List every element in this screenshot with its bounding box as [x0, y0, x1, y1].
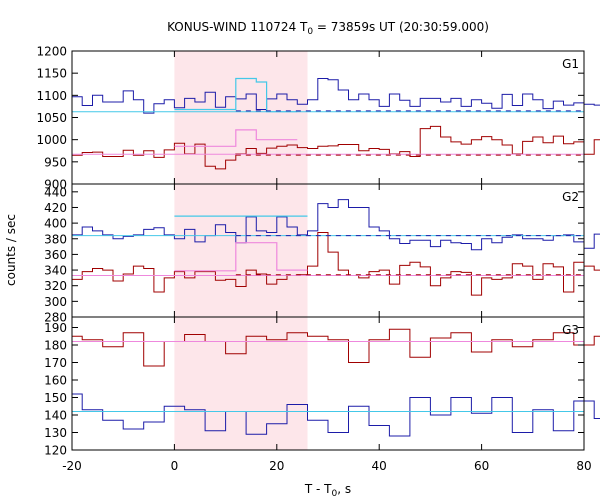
red-count-series: [72, 232, 600, 296]
x-tick-label: 80: [576, 459, 591, 473]
blue-count-series: [72, 78, 600, 114]
panel-frame: [71, 316, 585, 451]
panel-g1: 900 950 1000 1050 1100 1150 1200 G1: [36, 45, 600, 192]
y-tick-label: 140: [44, 409, 67, 423]
y-tick-label: 360: [44, 248, 67, 262]
x-tick-label: 0: [171, 459, 179, 473]
red-count-series: [72, 328, 600, 367]
y-tick-label: 170: [44, 356, 67, 370]
y-tick-label: 380: [44, 232, 67, 246]
y-tick-label: 900: [44, 178, 67, 192]
y-tick-label: 400: [44, 217, 67, 231]
x-tick-label: 60: [474, 459, 489, 473]
chart-title: KONUS-WIND 110724 T0 = 73859s UT (20:30:…: [167, 20, 489, 37]
pink-source-fit: [174, 242, 308, 272]
x-tick-label: 20: [269, 459, 284, 473]
y-tick-label: 440: [44, 185, 67, 199]
y-tick-label: 130: [44, 426, 67, 440]
panel-g3: 120 130 140 150 160 170 180 190 G3: [44, 316, 600, 458]
source-interval-shade: [174, 51, 308, 450]
pink-source-fit: [174, 129, 298, 147]
y-tick-label: 190: [44, 321, 67, 335]
y-tick-label: 1100: [36, 89, 67, 103]
y-tick-label: 120: [44, 444, 67, 458]
panel-label: G2: [562, 190, 579, 204]
y-tick-label: 1200: [36, 45, 67, 59]
y-tick-label: 420: [44, 201, 67, 215]
red-count-series: [72, 125, 600, 170]
y-tick-label: 1000: [36, 133, 67, 147]
cyan-source-fit: [174, 77, 298, 113]
blue-count-series: [72, 199, 600, 251]
y-tick-label: 340: [44, 264, 67, 278]
blue-count-series: [72, 393, 600, 437]
y-tick-label: 280: [44, 311, 67, 325]
panel-frame: [71, 50, 585, 185]
panel-label: G1: [562, 57, 579, 71]
y-tick-label: 150: [44, 391, 67, 405]
y-axis-label: counts / sec: [4, 214, 18, 286]
y-tick-label: 160: [44, 374, 67, 388]
x-tick-label: -20: [62, 459, 82, 473]
y-tick-label: 320: [44, 279, 67, 293]
y-tick-label: 1150: [36, 67, 67, 81]
y-tick-label: 950: [44, 155, 67, 169]
y-tick-label: 300: [44, 295, 67, 309]
x-tick-label: 40: [372, 459, 387, 473]
y-tick-label: 180: [44, 339, 67, 353]
plot-area: 90095010001050110011501200G1280300320340…: [36, 45, 600, 473]
x-axis-label: T - T0, s: [304, 482, 351, 499]
panel-label: G3: [562, 323, 579, 337]
y-tick-label: 1050: [36, 111, 67, 125]
